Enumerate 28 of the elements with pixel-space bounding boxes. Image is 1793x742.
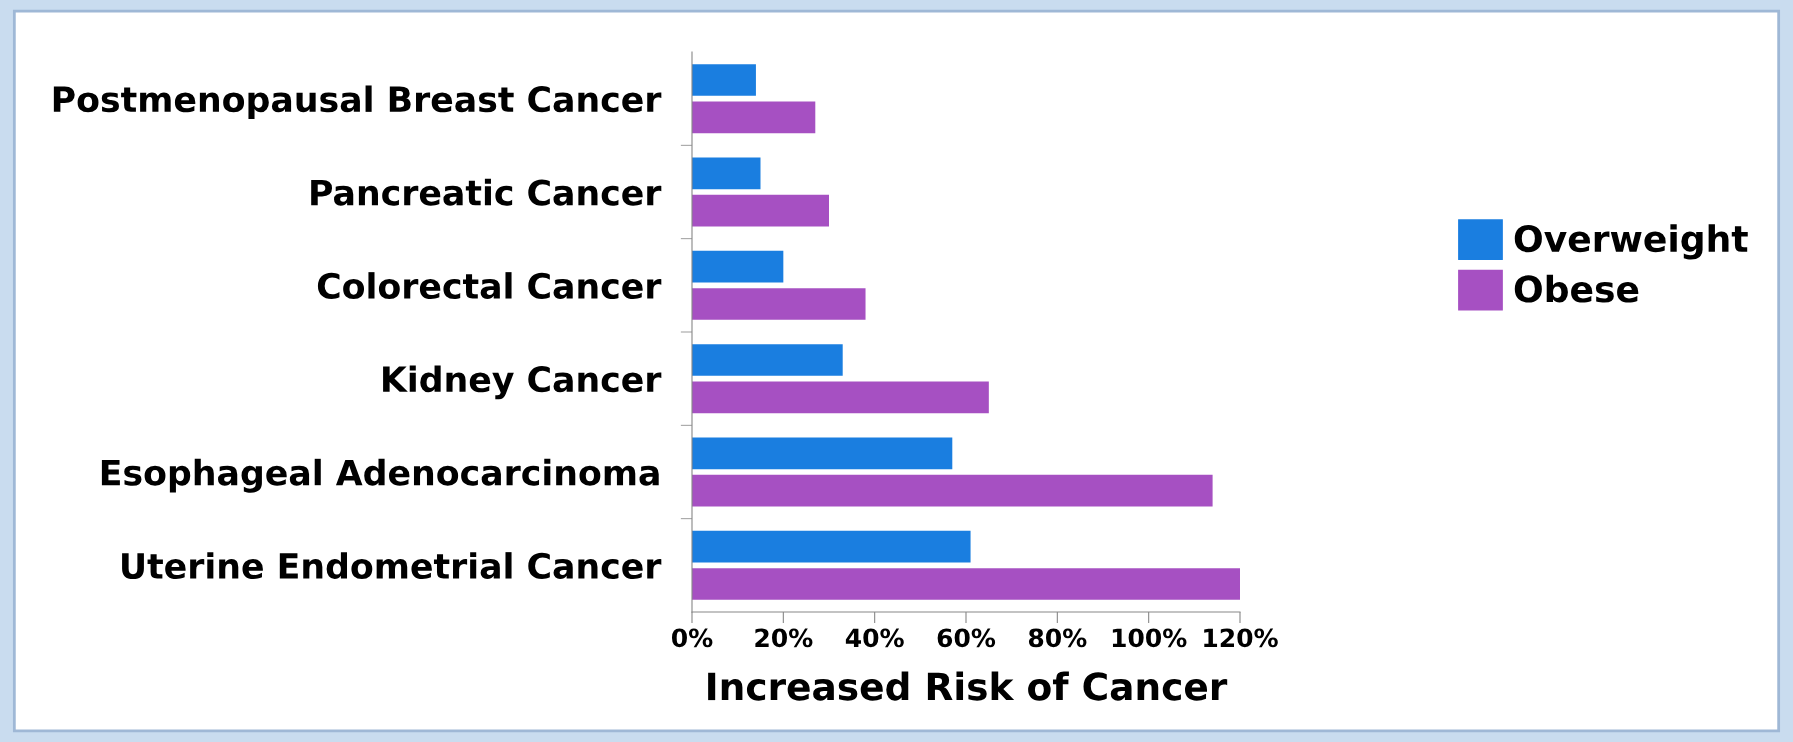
y-tick-label: Kidney Cancer xyxy=(383,365,662,400)
x-axis-title: Increased Risk of Cancer xyxy=(708,671,1228,701)
bar xyxy=(692,157,761,190)
y-tick-label: Postmenopausal Breast Cancer xyxy=(53,85,662,120)
bar xyxy=(692,381,989,414)
bar xyxy=(692,344,843,376)
bar xyxy=(692,64,756,96)
bar xyxy=(692,530,971,563)
x-tick-label: 100% xyxy=(1112,628,1187,648)
x-tick-label: 40% xyxy=(845,628,904,648)
bar xyxy=(692,437,953,470)
x-tick-label: 80% xyxy=(1028,628,1087,648)
x-tick-label: 0% xyxy=(671,628,713,648)
x-tick-label: 60% xyxy=(937,628,996,648)
bar xyxy=(692,568,1240,600)
bar xyxy=(692,101,816,134)
y-tick-label: Colorectal Cancer xyxy=(317,272,662,300)
bar xyxy=(692,250,784,283)
y-tick-label: Esophageal Adenocarcinoma xyxy=(101,458,659,493)
bar xyxy=(692,474,1213,507)
y-tick-label: Uterine Endometrial Cancer xyxy=(122,552,662,580)
x-tick-label: 20% xyxy=(755,628,813,648)
x-tick-label: 120% xyxy=(1204,628,1278,648)
y-tick-label: Pancreatic Cancer xyxy=(311,178,662,206)
bar xyxy=(692,194,829,227)
legend-label: Overweight xyxy=(1514,224,1748,260)
bar xyxy=(692,288,866,320)
legend-label: Obese xyxy=(1514,274,1639,303)
